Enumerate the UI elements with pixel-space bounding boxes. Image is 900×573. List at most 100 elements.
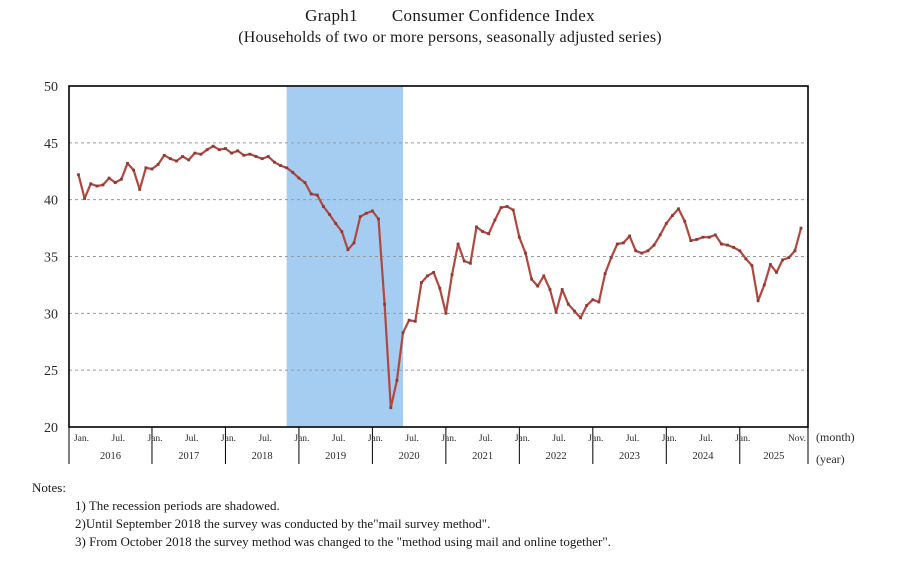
data-point-marker bbox=[713, 233, 717, 237]
data-point-marker bbox=[303, 181, 307, 184]
data-point-marker bbox=[150, 167, 154, 171]
x-axis-year-label: 2019 bbox=[325, 451, 346, 462]
data-point-marker bbox=[285, 166, 289, 170]
data-point-marker bbox=[260, 157, 264, 161]
y-axis-tick-label: 45 bbox=[44, 137, 58, 152]
data-point-marker bbox=[377, 217, 380, 221]
data-point-marker bbox=[401, 331, 405, 335]
data-point-marker bbox=[664, 222, 668, 225]
data-point-marker bbox=[566, 302, 570, 306]
data-point-marker bbox=[585, 304, 589, 307]
data-point-marker bbox=[548, 288, 552, 291]
notes-title: Notes: bbox=[32, 480, 66, 495]
x-axis-year-label: 2016 bbox=[100, 451, 121, 462]
data-point-marker bbox=[573, 309, 576, 313]
y-axis-tick-label: 50 bbox=[44, 80, 58, 95]
data-point-marker bbox=[481, 230, 484, 233]
data-point-marker bbox=[211, 144, 215, 148]
note-mail-survey: 2)Until September 2018 the survey was co… bbox=[75, 516, 491, 531]
note-method-change: 3) From October 2018 the survey method w… bbox=[75, 534, 611, 549]
x-axis-year-label: 2025 bbox=[763, 451, 784, 462]
data-point-marker bbox=[775, 271, 778, 274]
y-axis-tick-label: 25 bbox=[44, 364, 58, 379]
data-point-marker bbox=[144, 166, 148, 170]
y-axis-tick-label: 35 bbox=[44, 251, 58, 266]
x-axis-month-label-jan: Jan. bbox=[515, 434, 530, 444]
data-point-marker bbox=[530, 277, 533, 281]
data-point-marker bbox=[322, 205, 325, 208]
x-axis-month-label-jan: Jan. bbox=[588, 434, 603, 444]
data-point-marker bbox=[120, 177, 123, 181]
x-axis-year-label: 2024 bbox=[693, 451, 715, 462]
x-axis-year-label: 2017 bbox=[178, 451, 199, 462]
data-point-marker bbox=[793, 249, 797, 253]
data-point-marker bbox=[334, 222, 338, 225]
data-point-marker bbox=[254, 155, 258, 158]
data-point-marker bbox=[132, 168, 135, 172]
data-point-marker bbox=[273, 160, 276, 164]
x-axis-month-label-jul: Jul. bbox=[699, 434, 712, 444]
data-point-marker bbox=[652, 243, 656, 247]
data-point-marker bbox=[266, 155, 270, 158]
chart-title: Consumer Confidence Index bbox=[391, 6, 595, 25]
data-point-marker bbox=[799, 226, 803, 230]
data-point-marker bbox=[224, 147, 227, 150]
data-point-marker bbox=[95, 184, 99, 188]
data-point-marker bbox=[156, 163, 160, 166]
x-axis-year-label: 2023 bbox=[619, 451, 640, 462]
x-axis-month-label-jan: Jan. bbox=[221, 434, 236, 444]
data-point-marker bbox=[309, 192, 313, 196]
x-axis-month-label-jul: Jul. bbox=[185, 434, 198, 444]
data-point-marker bbox=[187, 158, 191, 162]
data-point-marker bbox=[193, 151, 197, 155]
data-point-marker bbox=[622, 241, 625, 245]
data-point-marker bbox=[456, 242, 460, 246]
data-point-marker bbox=[732, 246, 735, 249]
data-point-marker bbox=[689, 239, 693, 242]
x-axis-month-label-jul: Jul. bbox=[112, 434, 125, 444]
data-point-marker bbox=[469, 261, 472, 265]
data-point-marker bbox=[658, 233, 662, 237]
data-point-marker bbox=[475, 225, 478, 229]
data-point-marker bbox=[138, 188, 142, 191]
x-axis-month-label-jul: Jul. bbox=[552, 434, 565, 444]
chart-subtitle: (Households of two or more persons, seas… bbox=[238, 29, 662, 46]
data-point-marker bbox=[413, 319, 417, 323]
x-axis-month-label-jan: Jan. bbox=[294, 434, 309, 444]
chart-title-line: Graph1 Consumer Confidence Index bbox=[0, 6, 900, 26]
data-point-marker bbox=[524, 251, 527, 255]
data-point-marker bbox=[505, 205, 509, 208]
x-axis-month-label-jul: Jul. bbox=[332, 434, 345, 444]
data-point-marker bbox=[487, 232, 491, 236]
chart-title-block: Graph1 Consumer Confidence Index (Househo… bbox=[0, 6, 900, 47]
data-point-marker bbox=[615, 242, 619, 246]
data-point-marker bbox=[426, 274, 429, 278]
data-point-marker bbox=[450, 273, 454, 277]
y-axis-tick-label: 20 bbox=[44, 421, 58, 436]
data-point-marker bbox=[315, 193, 319, 197]
data-point-marker bbox=[175, 159, 178, 163]
data-point-marker bbox=[511, 208, 515, 212]
data-point-marker bbox=[291, 171, 295, 174]
data-point-marker bbox=[781, 258, 784, 262]
data-point-marker bbox=[517, 235, 521, 239]
data-point-marker bbox=[205, 148, 209, 152]
data-point-marker bbox=[199, 152, 203, 156]
x-axis-month-label-jan: Jan. bbox=[147, 434, 162, 444]
data-point-marker bbox=[756, 299, 760, 303]
data-point-marker bbox=[683, 219, 687, 223]
x-axis-month-label-jan: Jan. bbox=[368, 434, 383, 444]
note-recession: 1) The recession periods are shadowed. bbox=[75, 498, 280, 513]
data-point-marker bbox=[383, 302, 386, 306]
data-point-marker bbox=[162, 153, 166, 157]
data-point-marker bbox=[83, 197, 86, 200]
y-axis-tick-label: 30 bbox=[44, 307, 58, 322]
data-point-marker bbox=[297, 176, 301, 180]
data-point-marker bbox=[720, 242, 723, 246]
data-point-marker bbox=[236, 149, 240, 153]
data-point-marker bbox=[89, 182, 93, 186]
data-point-marker bbox=[438, 286, 442, 290]
data-point-marker bbox=[646, 249, 650, 253]
